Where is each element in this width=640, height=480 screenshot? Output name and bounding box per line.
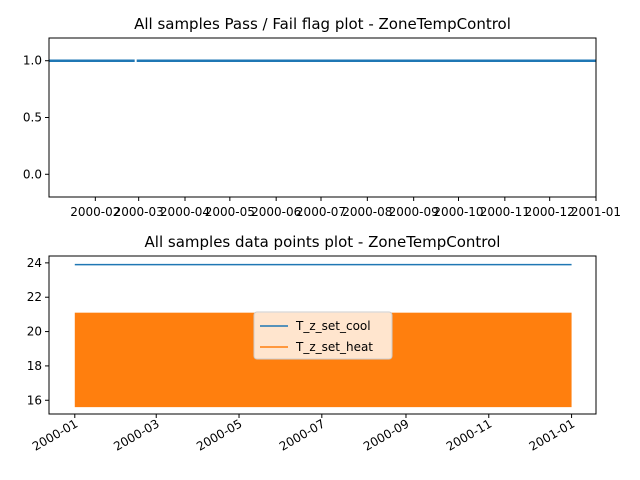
y-tick-label: 16 (27, 393, 42, 407)
x-tick-label: 2000-05 (194, 416, 244, 453)
chart-title: All samples Pass / Fail flag plot - Zone… (134, 15, 511, 33)
x-tick-label: 2000-09 (361, 416, 411, 453)
x-tick-label: 2001-01 (527, 416, 577, 453)
x-tick-label: 2000-11 (444, 416, 494, 453)
x-tick-label: 2000-10 (433, 205, 483, 219)
legend: T_z_set_cool T_z_set_heat (253, 311, 393, 360)
x-tick-label: 2000-12 (525, 205, 575, 219)
x-tick-label: 2001-01 (571, 205, 621, 219)
y-axis: 16 18 20 22 24 (27, 256, 49, 407)
x-axis: 2000-01 2000-03 2000-05 2000-07 2000-09 2000-… (30, 414, 577, 454)
y-tick-label: 20 (27, 325, 42, 339)
chart-title: All samples data points plot - ZoneTempC… (145, 233, 501, 251)
y-tick-label: 0.5 (23, 111, 42, 125)
plot-area (74, 263, 572, 408)
y-tick-label: 0.0 (23, 167, 42, 181)
x-axis: 2000-022000-032000-042000-052000-062000-… (70, 197, 621, 219)
x-tick-label: 2000-06 (251, 205, 301, 219)
x-tick-label: 2000-07 (277, 416, 327, 453)
x-tick-label: 2000-03 (111, 416, 161, 453)
data-points-chart: All samples data points plot - ZoneTempC… (27, 233, 597, 454)
y-axis: 0.0 0.5 1.0 (23, 54, 49, 181)
legend-label-heat: T_z_set_heat (295, 340, 373, 354)
x-tick-label: 2000-01 (30, 416, 80, 453)
y-tick-label: 24 (27, 256, 42, 270)
x-tick-label: 2000-08 (342, 205, 392, 219)
pass-fail-chart: All samples Pass / Fail flag plot - Zone… (23, 15, 621, 219)
x-tick-label: 2000-11 (480, 205, 530, 219)
x-tick-label: 2000-04 (160, 205, 210, 219)
x-tick-label: 2000-09 (389, 205, 439, 219)
y-tick-label: 18 (27, 359, 42, 373)
x-tick-label: 2000-02 (70, 205, 120, 219)
y-tick-label: 1.0 (23, 54, 42, 68)
x-tick-label: 2000-07 (296, 205, 346, 219)
x-tick-label: 2000-05 (205, 205, 255, 219)
x-tick-label: 2000-03 (114, 205, 164, 219)
y-tick-label: 22 (27, 290, 42, 304)
axes-frame (48, 255, 597, 415)
legend-box (253, 311, 393, 360)
legend-label-cool: T_z_set_cool (295, 319, 371, 333)
